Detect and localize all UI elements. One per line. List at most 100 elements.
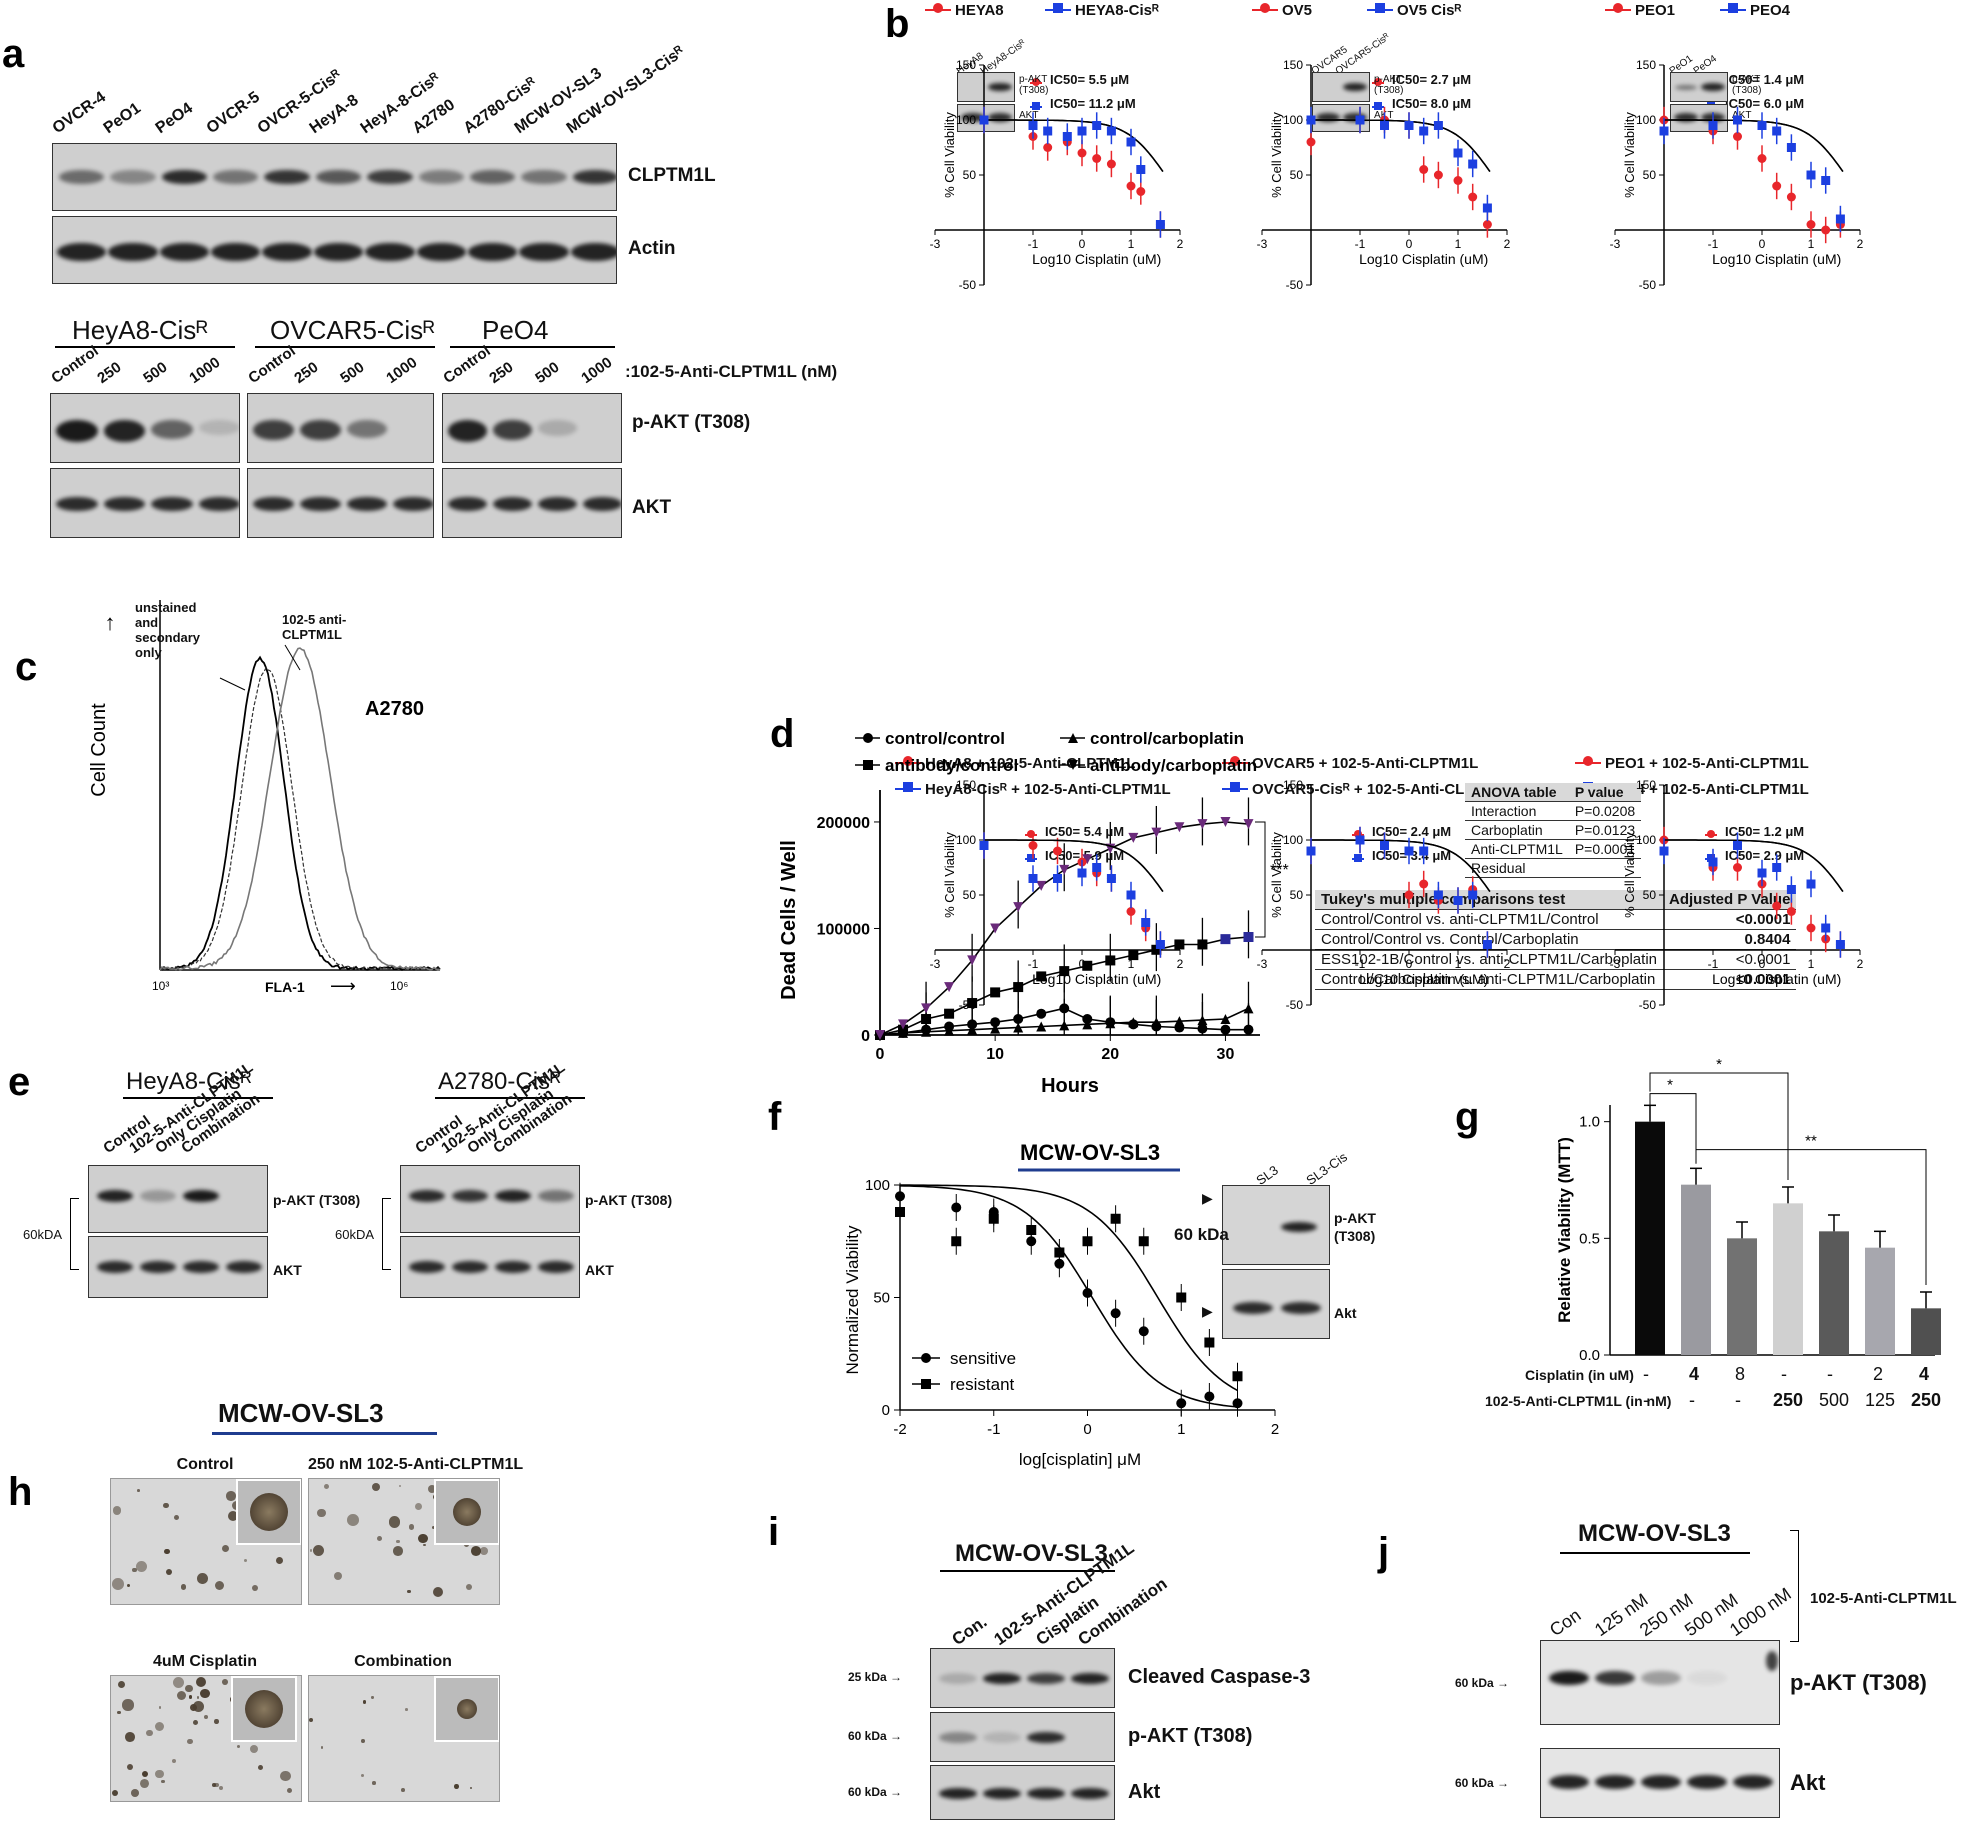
akt-band — [538, 497, 577, 511]
y-tick-label: -50 — [1286, 278, 1304, 292]
panel-g-cell: - — [1643, 1390, 1649, 1411]
panel-b-legend-item: PEO1 + 102-5-Anti-CLPTM1L — [1605, 755, 1809, 772]
clptm1l-band — [110, 170, 155, 184]
clptm1l-band — [470, 170, 515, 184]
panel-a-pakt-blot-2 — [247, 393, 434, 463]
y-axis-label: Cell Count — [88, 703, 110, 797]
blot-band — [983, 1673, 1021, 1684]
spheroid — [415, 1503, 422, 1510]
legend-marker — [863, 733, 873, 743]
x-tick-label: -3 — [930, 957, 941, 971]
panel-j-row-label: p-AKT (T308) — [1790, 1670, 1927, 1696]
actin-band — [57, 243, 106, 261]
akt-band — [448, 497, 487, 511]
x-tick-label: 2 — [1504, 957, 1511, 971]
panel-e-mw-bracket — [70, 1198, 79, 1270]
panel-e-akt-blot — [400, 1236, 580, 1298]
spheroid — [454, 1784, 459, 1789]
spheroid — [310, 1549, 312, 1551]
x-tick-label: -2 — [893, 1421, 906, 1438]
fit-curve — [1311, 840, 1490, 892]
x-tick-label: 2 — [1857, 957, 1864, 971]
panel-b-legend-item: OV5 Cisᴿ — [1397, 2, 1461, 19]
x-tick-label: 2 — [1177, 957, 1184, 971]
y-tick-label: -50 — [1639, 998, 1657, 1012]
sig-text: * — [1716, 1056, 1722, 1073]
actin-band — [262, 243, 311, 261]
data-point — [1111, 1214, 1121, 1224]
spheroid — [163, 1503, 169, 1509]
panel-g-cell: 500 — [1819, 1390, 1849, 1411]
x-tick-label: 1 — [1128, 957, 1135, 971]
data-point — [1758, 869, 1767, 878]
data-point — [980, 116, 989, 125]
x-tick-label: 1 — [1177, 1421, 1185, 1438]
x-axis-label: FLA-1 — [265, 979, 305, 995]
panel-b-legend-text: OVCAR5 + 102-5-Anti-CLPTM1L — [1252, 755, 1478, 772]
clptm1l-band — [573, 170, 617, 184]
panel-a-lane-label: OVCR-5 — [204, 89, 264, 138]
data-point — [1127, 182, 1136, 191]
data-point — [1136, 165, 1145, 174]
fit-curve — [984, 120, 1163, 172]
spheroid — [125, 1732, 135, 1742]
panel-a-treatment-lane: 1000 — [186, 354, 223, 387]
clptm1l-band — [213, 170, 258, 184]
data-point — [1111, 1308, 1121, 1318]
panel-g-cell: - — [1689, 1390, 1695, 1411]
bar — [1911, 1308, 1941, 1355]
panel-b-chart-svg: 150 100 50 -50 -3 -1 0 1 2 % Cell Viability Log10 … — [1545, 55, 1865, 315]
spheroid — [222, 1545, 229, 1552]
y-tick-label: 50 — [1290, 888, 1304, 902]
data-point — [1176, 1398, 1186, 1408]
panel-a-treatment-lane: 500 — [140, 359, 170, 387]
fit-curve — [1311, 840, 1490, 892]
spheroid — [219, 1786, 223, 1790]
spheroid — [372, 1781, 376, 1785]
y-tick-label: 0 — [882, 1402, 890, 1419]
actin-band — [314, 243, 363, 261]
y-tick-label: 50 — [873, 1290, 890, 1307]
panel-f-inset-arrow: ▶ — [1202, 1190, 1213, 1207]
y-axis-label: % Cell Viability — [942, 112, 957, 198]
panel-a-akt-blot-3 — [442, 468, 622, 538]
data-point — [1772, 902, 1781, 911]
akt-band — [300, 497, 341, 511]
bar — [1773, 1203, 1803, 1355]
spheroid — [258, 1765, 264, 1771]
inset-band — [1281, 1222, 1317, 1232]
panel-b-legend-item: OV5 — [1282, 2, 1312, 19]
panel-b-legend-text: HEYA8-Cisᴿ — [1075, 2, 1159, 19]
panel-label-a: a — [2, 32, 24, 77]
akt-band — [393, 497, 434, 511]
panel-e-row-label: AKT — [273, 1262, 302, 1278]
panel-j-lane-label: 1000 nM — [1726, 1584, 1795, 1641]
data-point — [1083, 1288, 1093, 1298]
y-axis-label: % Cell Viability — [1269, 832, 1284, 918]
panel-h-photo — [110, 1478, 302, 1605]
panel-e-mw-label: 60kDA — [335, 1227, 374, 1242]
spheroid — [396, 1540, 400, 1544]
pakt-band — [300, 420, 341, 440]
clptm1l-band — [162, 170, 207, 184]
x-axis-label: Log10 Cisplatin (uM) — [1712, 251, 1841, 267]
bar — [1819, 1231, 1849, 1355]
panel-a-group-title-ovcar5: OVCAR5-Cisᴿ — [270, 315, 435, 346]
spheroid — [197, 1573, 208, 1584]
panel-f-inset-row-label: p-AKT (T308) — [1334, 1209, 1384, 1245]
panel-b-legend-marker — [1375, 3, 1385, 13]
panel-f-inset-row-label: Akt — [1334, 1305, 1357, 1321]
spheroid — [222, 1679, 228, 1685]
sig-text: * — [1667, 1077, 1673, 1094]
panel-a-treatment-lane: 250 — [94, 359, 124, 387]
panel-e-pakt-blot — [88, 1165, 268, 1233]
spheroid — [146, 1730, 152, 1736]
panel-a-pakt-blot-3 — [442, 393, 622, 463]
panel-a-akt-label: AKT — [632, 497, 671, 519]
panel-label-g: g — [1455, 1095, 1479, 1140]
panel-e-mw-bracket — [382, 1198, 391, 1270]
spheroid — [117, 1711, 120, 1714]
panel-a-clptm1l-blot — [52, 143, 617, 211]
spheroid — [112, 1790, 118, 1796]
data-point — [1026, 1225, 1036, 1235]
